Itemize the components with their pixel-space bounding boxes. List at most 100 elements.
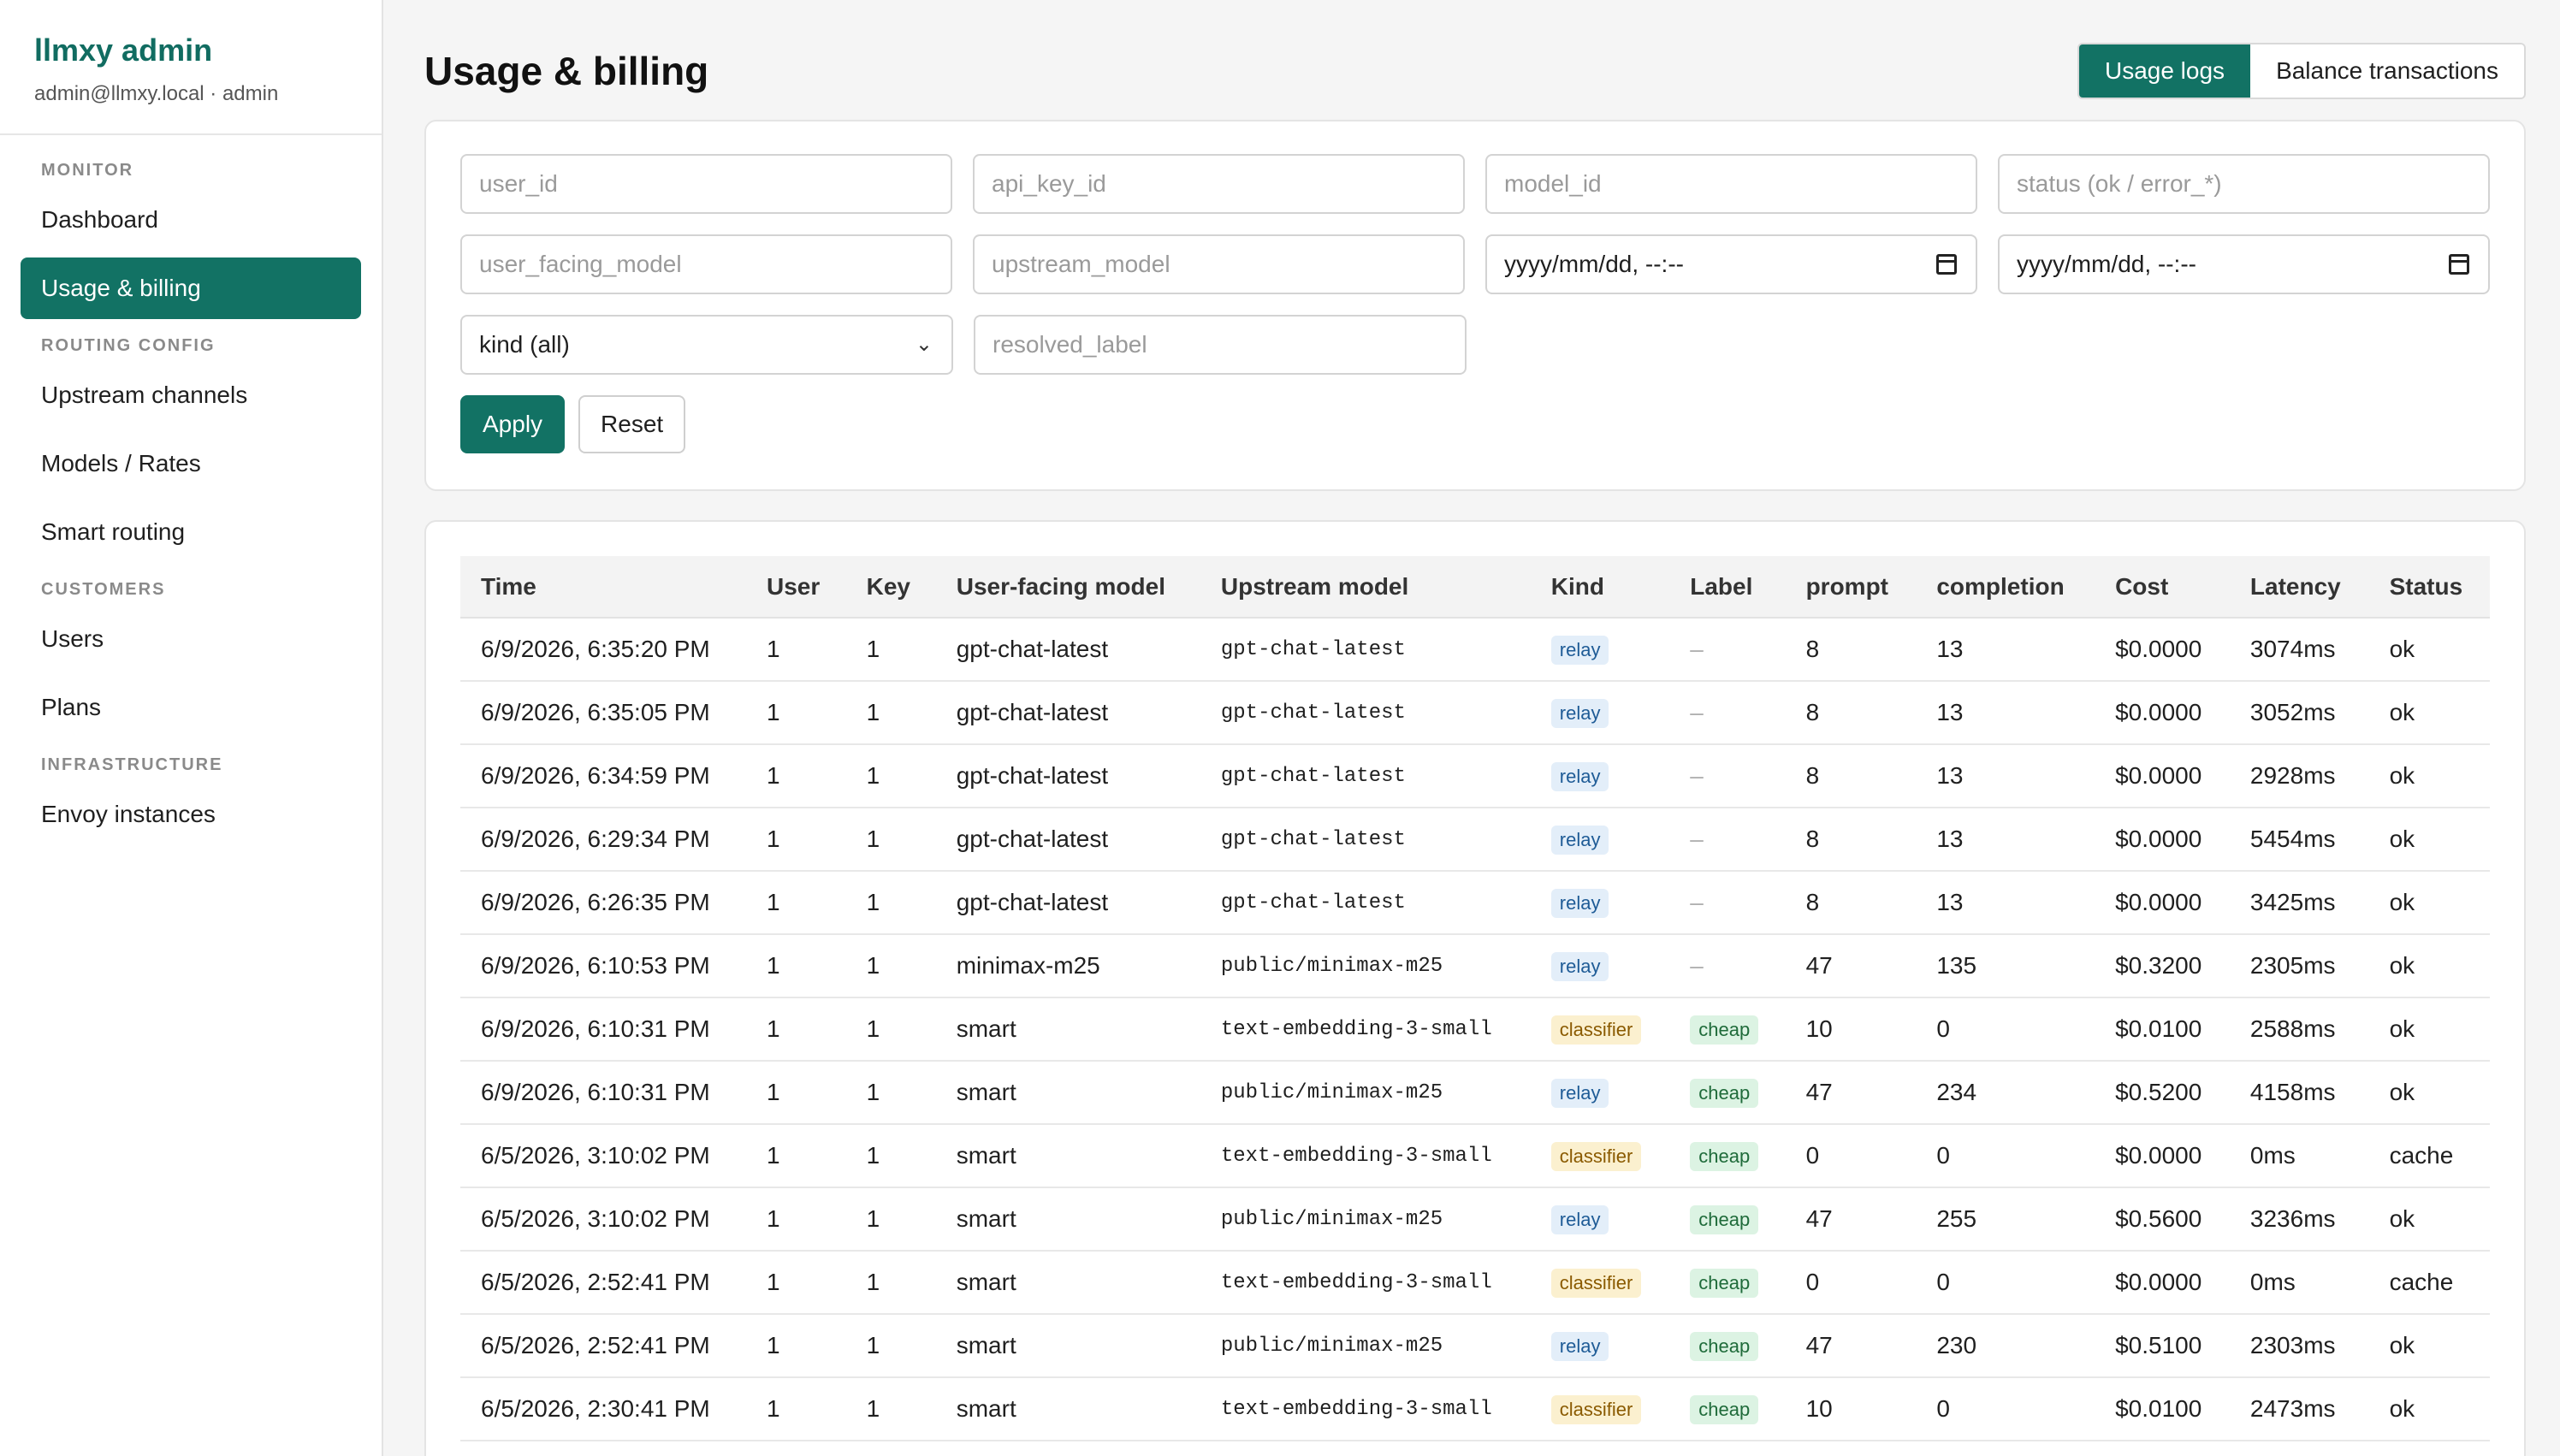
resolved-label-input[interactable]: resolved_label <box>974 315 1467 375</box>
table-cell: 3236ms <box>2229 1187 2369 1252</box>
table-cell: 47 <box>1785 1314 1917 1378</box>
table-cell: 47 <box>1785 1061 1917 1125</box>
apply-button[interactable]: Apply <box>460 395 566 453</box>
model-id-input[interactable]: model_id <box>1485 154 1977 214</box>
table-cell: minimax-m25 <box>935 934 1200 998</box>
table-cell: 1 <box>845 1377 936 1441</box>
from-datetime-value: yyyy/mm/dd, --:-- <box>1504 251 1684 277</box>
nav-section-customers: CUSTOMERS <box>41 580 166 599</box>
table-cell: $0.3200 <box>2095 934 2230 998</box>
status-input[interactable]: status (ok / error_*) <box>1998 154 2490 214</box>
chevron-down-icon: ⌄ <box>915 333 933 356</box>
api-key-id-input[interactable]: api_key_id <box>973 154 1465 214</box>
table-cell: 1 <box>845 997 936 1062</box>
table-cell: 2303ms <box>2229 1314 2369 1378</box>
column-header: Latency <box>2229 556 2369 619</box>
table-cell: 1 <box>845 618 936 682</box>
table-cell: ok <box>2368 934 2490 998</box>
table-cell: 6/9/2026, 6:34:59 PM <box>460 744 746 808</box>
page-header: Usage & billing Usage logs Balance trans… <box>424 43 2526 99</box>
sidebar-item-smart-routing[interactable]: Smart routing <box>41 518 186 545</box>
empty-label: – <box>1690 826 1704 852</box>
table-cell: public/minimax-m25 <box>1200 1314 1531 1378</box>
table-cell: 13 <box>1916 808 2095 872</box>
table-row: 6/5/2026, 3:10:02 PM 1 1 smart public/minima… <box>460 1187 2490 1252</box>
filters-card: user_id api_key_id model_id status (ok /… <box>424 120 2526 491</box>
to-datetime-input[interactable]: yyyy/mm/dd, --:-- <box>1998 234 2490 294</box>
table-cell: cheap <box>1669 997 1786 1062</box>
table-cell: classifier <box>1530 997 1670 1062</box>
table-cell: 10 <box>1785 1377 1917 1441</box>
brand: llmxy admin admin@llmxy.local · admin <box>0 0 382 135</box>
table-row: 6/9/2026, 6:10:31 PM 1 1 smart text-embeddin… <box>460 997 2490 1062</box>
table-cell: $0.5200 <box>2095 1061 2230 1125</box>
reset-button[interactable]: Reset <box>578 395 686 453</box>
table-cell: classifier <box>1530 1377 1670 1441</box>
empty-label: – <box>1690 699 1704 725</box>
usage-logs-table: Time User Key User-facing model Upstream mod… <box>460 556 2490 1441</box>
from-datetime-input[interactable]: yyyy/mm/dd, --:-- <box>1485 234 1977 294</box>
table-cell: 0 <box>1785 1251 1917 1315</box>
table-cell: 0 <box>1916 1377 2095 1441</box>
calendar-icon[interactable] <box>1936 254 1957 275</box>
table-cell: 1 <box>745 934 846 998</box>
table-cell: relay <box>1530 1061 1670 1125</box>
table-row: 6/9/2026, 6:35:05 PM 1 1 gpt-chat-latest gpt… <box>460 681 2490 745</box>
column-header: User-facing model <box>935 556 1200 619</box>
table-cell: ok <box>2368 1377 2490 1441</box>
table-cell: 13 <box>1916 871 2095 935</box>
table-cell: 6/9/2026, 6:35:05 PM <box>460 681 746 745</box>
table-cell: 1 <box>845 744 936 808</box>
table-cell: gpt-chat-latest <box>1200 681 1531 745</box>
table-cell: 8 <box>1785 871 1917 935</box>
kind-badge: classifier <box>1550 1141 1642 1171</box>
table-cell: relay <box>1530 1314 1670 1378</box>
table-cell: ok <box>2368 1314 2490 1378</box>
table-cell: public/minimax-m25 <box>1200 1061 1531 1125</box>
table-row: 6/5/2026, 3:10:02 PM 1 1 smart text-embeddin… <box>460 1124 2490 1188</box>
main-content: Usage & billing Usage logs Balance trans… <box>383 0 2560 1456</box>
column-header: Key <box>845 556 936 619</box>
kind-badge: classifier <box>1550 1015 1642 1045</box>
table-cell: gpt-chat-latest <box>935 681 1200 745</box>
table-row: 6/9/2026, 6:26:35 PM 1 1 gpt-chat-latest gpt… <box>460 871 2490 935</box>
table-cell: 230 <box>1916 1314 2095 1378</box>
calendar-icon[interactable] <box>2449 254 2469 275</box>
sidebar-item-usage-billing[interactable]: Usage & billing <box>21 257 361 319</box>
table-cell: relay <box>1530 871 1670 935</box>
user-id-input[interactable]: user_id <box>460 154 952 214</box>
sidebar-item-users[interactable]: Users <box>41 625 104 652</box>
table-cell: ok <box>2368 1061 2490 1125</box>
tab-usage-logs[interactable]: Usage logs <box>2078 44 2251 98</box>
user-facing-model-input[interactable]: user_facing_model <box>460 234 952 294</box>
table-cell: classifier <box>1530 1124 1670 1188</box>
upstream-model-input[interactable]: upstream_model <box>973 234 1465 294</box>
table-header-row: Time User Key User-facing model Upstream mod… <box>460 556 2490 619</box>
table-cell: 1 <box>745 1124 846 1188</box>
table-cell: relay <box>1530 808 1670 872</box>
table-cell: $0.0000 <box>2095 618 2230 682</box>
column-header: Cost <box>2095 556 2230 619</box>
sidebar-item-upstream-channels[interactable]: Upstream channels <box>41 382 248 408</box>
table-row: 6/5/2026, 2:52:41 PM 1 1 smart text-embeddin… <box>460 1251 2490 1315</box>
tab-balance-transactions[interactable]: Balance transactions <box>2250 44 2524 98</box>
table-cell: 2473ms <box>2229 1377 2369 1441</box>
kind-select[interactable]: kind (all) ⌄ <box>460 315 953 375</box>
page-title: Usage & billing <box>424 49 709 93</box>
table-cell: smart <box>935 1314 1200 1378</box>
table-row: 6/5/2026, 2:52:41 PM 1 1 smart public/minima… <box>460 1314 2490 1378</box>
sidebar-item-envoy-instances[interactable]: Envoy instances <box>41 801 216 827</box>
column-header: Upstream model <box>1200 556 1531 619</box>
table-cell: 8 <box>1785 681 1917 745</box>
table-cell: 10 <box>1785 997 1917 1062</box>
table-cell: relay <box>1530 1187 1670 1252</box>
sidebar-item-plans[interactable]: Plans <box>41 694 102 720</box>
sidebar-item-models-rates[interactable]: Models / Rates <box>41 450 201 476</box>
table-cell: 13 <box>1916 681 2095 745</box>
kind-badge: relay <box>1550 761 1609 791</box>
sidebar-item-dashboard[interactable]: Dashboard <box>41 206 158 233</box>
table-cell: – <box>1669 934 1786 998</box>
table-cell: 0 <box>1916 1251 2095 1315</box>
table-cell: – <box>1669 744 1786 808</box>
table-cell: 1 <box>745 871 846 935</box>
